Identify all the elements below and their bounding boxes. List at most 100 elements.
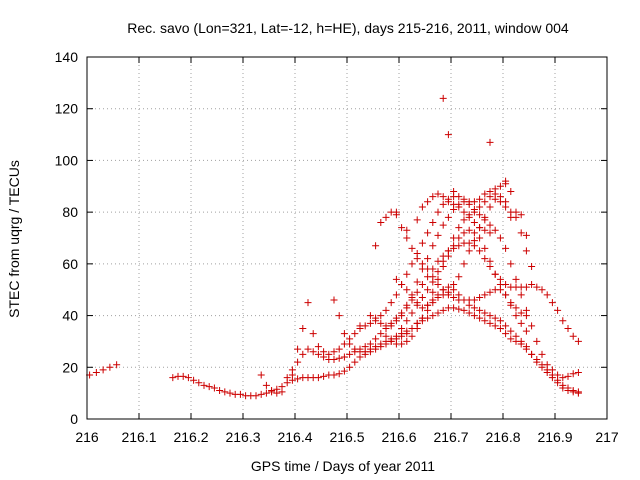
data-point <box>538 361 546 369</box>
x-tick-label: 216.9 <box>537 429 572 445</box>
data-point <box>398 325 406 332</box>
data-point <box>450 304 458 312</box>
data-point <box>403 270 411 278</box>
data-point <box>403 317 411 325</box>
data-point <box>179 372 187 380</box>
data-point <box>548 299 556 307</box>
data-point <box>450 200 458 208</box>
data-point <box>429 296 437 304</box>
x-tick-label: 216.4 <box>277 429 312 445</box>
data-point <box>356 322 364 330</box>
data-point <box>377 218 385 226</box>
data-point <box>450 293 458 301</box>
data-point <box>559 374 567 382</box>
data-point <box>418 314 426 322</box>
data-point <box>314 350 322 358</box>
data-point <box>465 226 473 234</box>
data-point <box>522 327 530 335</box>
data-point <box>574 388 582 396</box>
data-point <box>113 361 121 369</box>
data-point <box>444 288 452 296</box>
data-point <box>517 337 525 345</box>
data-point <box>481 291 489 299</box>
data-point <box>507 327 515 335</box>
data-point <box>486 288 494 296</box>
data-point <box>340 367 348 375</box>
data-point <box>273 389 281 397</box>
data-point <box>335 345 343 353</box>
data-point <box>283 374 291 382</box>
data-point <box>439 221 447 229</box>
data-point <box>450 187 458 195</box>
data-point <box>424 198 432 206</box>
data-point <box>486 221 494 229</box>
data-point <box>476 224 484 232</box>
data-point <box>372 242 380 250</box>
data-point <box>403 226 411 234</box>
data-point <box>424 286 432 294</box>
data-point <box>512 304 520 312</box>
data-point <box>496 281 504 289</box>
data-point <box>372 345 380 353</box>
data-point <box>252 392 260 400</box>
data-point <box>517 211 525 219</box>
data-point <box>538 350 546 358</box>
data-point <box>522 247 530 255</box>
data-point <box>444 131 452 139</box>
data-point <box>512 275 520 283</box>
data-point <box>382 306 390 314</box>
data-point <box>470 304 478 312</box>
data-point <box>434 275 442 283</box>
data-point <box>262 381 270 389</box>
data-point <box>429 218 437 226</box>
data-point <box>403 234 411 242</box>
data-point <box>330 356 338 364</box>
data-point <box>460 229 468 237</box>
data-point <box>351 345 359 353</box>
data-point <box>502 177 510 185</box>
data-point <box>528 281 536 289</box>
y-axis-label: STEC from uqrg / TECUs <box>6 160 22 318</box>
data-point <box>330 348 338 356</box>
data-point <box>366 348 374 356</box>
x-tick-label: 216 <box>75 429 99 445</box>
x-tick-label: 216.2 <box>173 429 208 445</box>
data-point <box>496 182 504 190</box>
data-point <box>502 322 510 330</box>
data-point <box>408 332 416 340</box>
data-point <box>398 224 406 232</box>
data-point <box>502 203 510 211</box>
y-tick-label: 60 <box>62 256 78 272</box>
data-point <box>564 325 572 332</box>
data-point <box>413 288 421 296</box>
data-point <box>387 322 395 330</box>
data-point <box>465 247 473 255</box>
data-point <box>413 216 421 224</box>
data-point <box>444 247 452 255</box>
data-point <box>470 296 478 304</box>
data-point <box>439 94 447 102</box>
data-point <box>507 187 515 195</box>
data-point <box>413 255 421 263</box>
data-point <box>221 388 229 396</box>
data-point <box>294 375 302 383</box>
data-point <box>356 348 364 356</box>
x-tick-label: 217 <box>595 429 619 445</box>
data-point <box>470 208 478 216</box>
data-point <box>377 312 385 320</box>
data-point <box>195 379 203 387</box>
data-point <box>330 371 338 379</box>
data-point <box>418 293 426 301</box>
data-point <box>408 293 416 301</box>
data-point <box>517 319 525 327</box>
data-point <box>403 286 411 294</box>
data-point <box>533 356 541 364</box>
data-point <box>528 262 536 270</box>
data-point <box>340 353 348 361</box>
data-point <box>304 345 312 353</box>
data-point <box>522 343 530 351</box>
data-point <box>470 218 478 226</box>
data-point <box>481 190 489 198</box>
data-point <box>486 319 494 327</box>
y-tick-label: 20 <box>62 359 78 375</box>
